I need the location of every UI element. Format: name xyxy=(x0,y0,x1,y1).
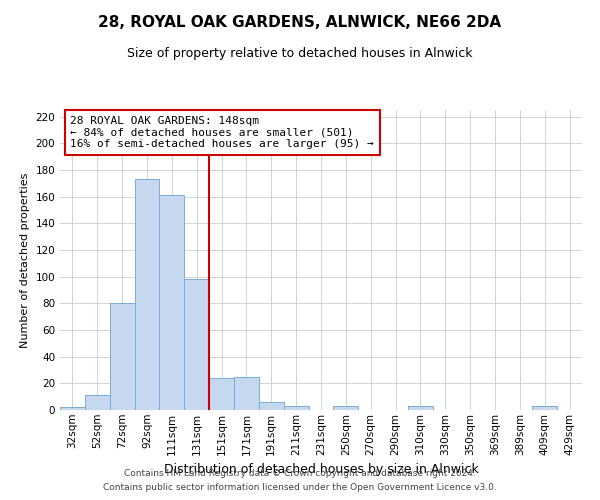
Text: 28 ROYAL OAK GARDENS: 148sqm
← 84% of detached houses are smaller (501)
16% of s: 28 ROYAL OAK GARDENS: 148sqm ← 84% of de… xyxy=(70,116,374,149)
Bar xyxy=(160,196,184,410)
Text: 28, ROYAL OAK GARDENS, ALNWICK, NE66 2DA: 28, ROYAL OAK GARDENS, ALNWICK, NE66 2DA xyxy=(98,15,502,30)
Bar xyxy=(284,406,308,410)
Bar xyxy=(334,406,358,410)
Text: Size of property relative to detached houses in Alnwick: Size of property relative to detached ho… xyxy=(127,48,473,60)
Bar xyxy=(408,406,433,410)
Bar xyxy=(234,376,259,410)
Bar xyxy=(184,280,209,410)
Bar xyxy=(259,402,284,410)
Bar xyxy=(110,304,134,410)
X-axis label: Distribution of detached houses by size in Alnwick: Distribution of detached houses by size … xyxy=(164,463,478,476)
Bar xyxy=(134,180,160,410)
Bar xyxy=(209,378,234,410)
Bar xyxy=(532,406,557,410)
Text: Contains public sector information licensed under the Open Government Licence v3: Contains public sector information licen… xyxy=(103,484,497,492)
Text: Contains HM Land Registry data © Crown copyright and database right 2024.: Contains HM Land Registry data © Crown c… xyxy=(124,468,476,477)
Bar xyxy=(60,408,85,410)
Y-axis label: Number of detached properties: Number of detached properties xyxy=(20,172,30,348)
Bar xyxy=(85,396,110,410)
